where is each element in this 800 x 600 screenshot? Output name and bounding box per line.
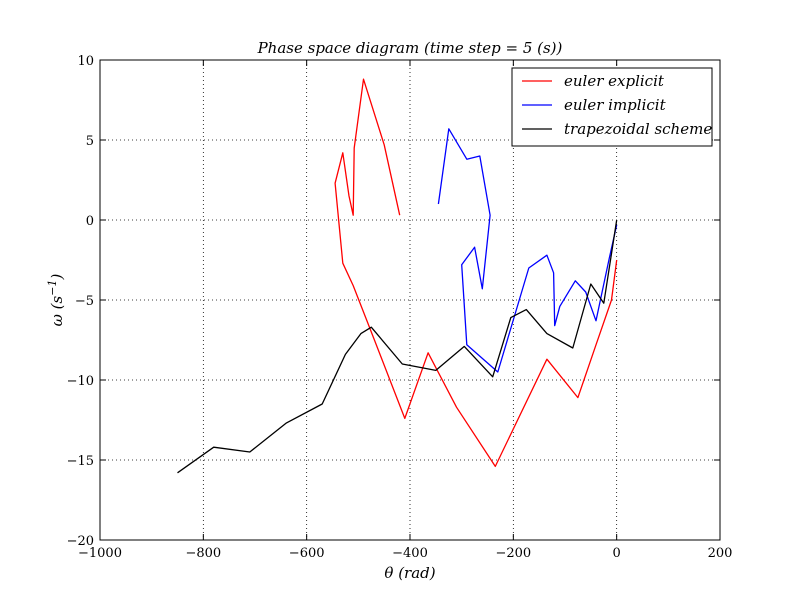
x-tick-label: −1000 (78, 546, 122, 561)
legend-label-euler-implicit: euler implicit (564, 96, 667, 114)
series-line-euler-explicit (334, 78, 618, 468)
x-tick-label: −800 (185, 546, 221, 561)
y-axis-label: ω (s−1) (46, 274, 66, 327)
y-axis-label-suffix: ) (48, 274, 66, 281)
chart-title: Phase space diagram (time step = 5 (s)) (257, 39, 563, 57)
x-tick-label: −400 (392, 546, 428, 561)
legend-label-trapezoidal-scheme: trapezoidal scheme (564, 120, 712, 138)
y-tick-label: 10 (77, 54, 94, 69)
plot-lines (177, 78, 618, 474)
y-tick-label: −5 (75, 294, 94, 309)
series-line-euler-implicit (437, 128, 618, 373)
x-axis-label: θ (rad) (384, 564, 435, 582)
x-tick-label: 200 (708, 546, 733, 561)
y-axis-label-main: ω (s (48, 295, 66, 326)
y-tick-label: −20 (67, 534, 94, 549)
legend-label-euler-explicit: euler explicit (564, 72, 665, 90)
legend: euler explicit euler implicit trapezoidal … (511, 67, 713, 147)
y-tick-label: 5 (86, 134, 94, 149)
y-axis-label-superscript: −1 (46, 280, 59, 296)
axis-ticks: −1000 −800 −600 −400 −200 0 200 −20 −15 −10 −5 0 5 10 (67, 54, 733, 561)
y-tick-label: −10 (67, 374, 94, 389)
series-line-trapezoidal-scheme (177, 219, 618, 474)
x-tick-label: −600 (289, 546, 325, 561)
x-tick-label: −200 (495, 546, 531, 561)
y-tick-label: 0 (86, 214, 94, 229)
y-tick-label: −15 (67, 454, 94, 469)
x-tick-label: 0 (613, 546, 621, 561)
